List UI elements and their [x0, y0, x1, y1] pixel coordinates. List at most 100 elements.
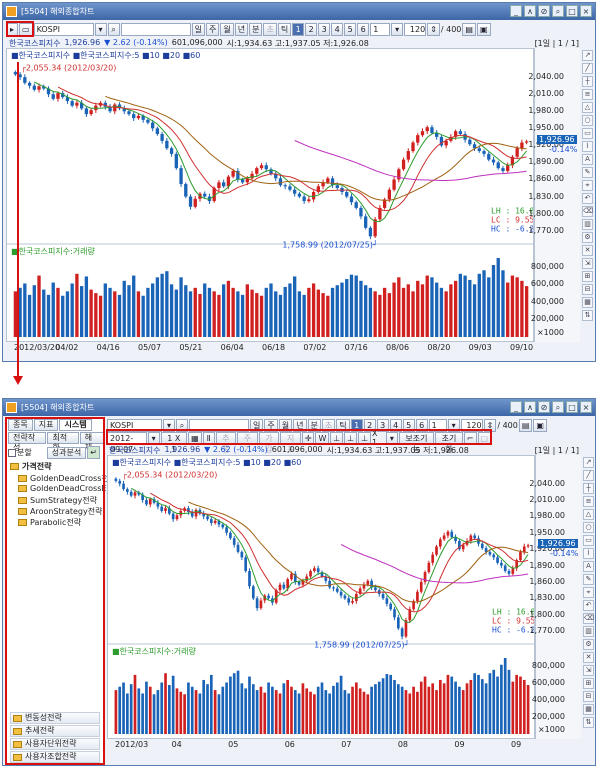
period-month-button[interactable]: 월	[220, 22, 234, 36]
drawing-tool-icon[interactable]: ○	[582, 115, 593, 126]
num-button-3[interactable]: 3	[318, 22, 331, 36]
period-week-button[interactable]: 주	[264, 418, 278, 432]
tab-system[interactable]: 시스템	[59, 419, 92, 431]
close-icon[interactable]: ×	[580, 401, 592, 413]
save-icon[interactable]: ▣	[533, 418, 547, 432]
chart-settings-icon[interactable]: ▤	[518, 418, 533, 432]
save-icon[interactable]: ▣	[476, 22, 491, 36]
num-button-2[interactable]: 2	[305, 22, 318, 36]
corner-icon[interactable]: ⌐	[463, 431, 477, 445]
crosshair-icon[interactable]: ✛	[301, 431, 315, 445]
tab-indicator[interactable]: 지표	[33, 419, 59, 431]
count-input[interactable]: 1	[370, 22, 391, 36]
drawing-tool-icon[interactable]: ○	[583, 522, 594, 533]
close-icon[interactable]: ×	[580, 5, 592, 17]
symbol-input-2[interactable]: KOSPI	[107, 418, 162, 432]
drawing-tool-icon[interactable]: ⌖	[582, 180, 593, 191]
drawing-tool-icon[interactable]: ⇅	[582, 310, 593, 321]
apply-icon[interactable]: ↵	[87, 446, 100, 459]
drawing-tool-icon[interactable]: ⌖	[583, 587, 594, 598]
drawing-tool-icon[interactable]: ✕	[583, 652, 594, 663]
search-icon[interactable]: ⌕	[107, 22, 120, 36]
drawing-tool-icon[interactable]: ↶	[582, 193, 593, 204]
drawing-tool-icon[interactable]: △	[583, 509, 594, 520]
drawing-tool-icon[interactable]: ≡	[583, 496, 594, 507]
reset-button[interactable]: 초기화	[435, 431, 463, 454]
num-button-6[interactable]: 6	[357, 22, 370, 36]
view-spin-icon[interactable]: ⇕	[483, 418, 497, 432]
drawing-tool-icon[interactable]: ▥	[582, 219, 593, 230]
num-button-4[interactable]: 4	[389, 418, 402, 432]
strategy-item[interactable]: AroonStrategy전략	[18, 506, 102, 517]
drawing-tool-icon[interactable]: △	[582, 102, 593, 113]
view-count-input[interactable]: 120	[460, 418, 483, 432]
count-input[interactable]: 1	[428, 418, 447, 432]
num-button-5[interactable]: 5	[402, 418, 415, 432]
drawing-tool-icon[interactable]: ⇅	[583, 717, 594, 728]
drawing-tool-icon[interactable]: ⌫	[582, 206, 593, 217]
collapse-icon[interactable]: ∧	[524, 401, 536, 413]
pin-icon[interactable]: ⊘	[538, 5, 550, 17]
drawing-tool-icon[interactable]: ⚙	[583, 639, 594, 650]
tree-root-price-strategy[interactable]: 가격전략	[10, 461, 51, 472]
drawing-tool-icon[interactable]: ▦	[582, 297, 593, 308]
chart-area[interactable]: ■한국코스피지수 ■한국코스피지수:5 ■10 ■20 ■60 ■한국코스피지수:…	[6, 48, 544, 342]
period-year-button[interactable]: 년	[234, 22, 249, 36]
strategy-category[interactable]: 변동성전략	[10, 712, 100, 724]
period-minute-button[interactable]: 분	[249, 22, 263, 36]
strategy-item[interactable]: GoldenDeadCross전략	[18, 473, 116, 484]
period-minute-button[interactable]: 분	[307, 418, 321, 432]
drawing-tool-icon[interactable]: ⊟	[583, 691, 594, 702]
collapse-icon[interactable]: ∧	[524, 5, 536, 17]
strategy-category[interactable]: 추세전략	[10, 725, 100, 737]
drawing-tool-icon[interactable]: ✎	[582, 167, 593, 178]
drawing-tool-icon[interactable]: ╱	[583, 470, 594, 481]
period-year-button[interactable]: 년	[293, 418, 307, 432]
drawing-tool-icon[interactable]: ▭	[582, 128, 593, 139]
drawing-tool-icon[interactable]: ↗	[582, 50, 593, 61]
scale-button[interactable]: 1 X 1	[160, 431, 188, 454]
num-button-1[interactable]: 1	[292, 22, 305, 36]
drawing-tool-icon[interactable]: ▥	[583, 626, 594, 637]
drawing-tool-icon[interactable]: ⇲	[583, 665, 594, 676]
strategy-create-button[interactable]: 전략작성	[8, 432, 47, 452]
drawing-tool-icon[interactable]: ⚙	[582, 232, 593, 243]
symbol-dropdown-icon[interactable]: ▾	[163, 418, 175, 432]
strategy-item[interactable]: Parabolic전략	[18, 517, 81, 528]
drawing-tool-icon[interactable]: ╱	[582, 63, 593, 74]
symbol-input[interactable]: KOSPI	[33, 22, 94, 36]
view-count-input[interactable]: 120	[404, 22, 427, 36]
price-chart-svg[interactable]: ■한국코스피지수 ■한국코스피지수:5 ■10 ■20 ■60 ■한국코스피지수:…	[108, 456, 545, 738]
num-button-5[interactable]: 5	[344, 22, 357, 36]
strategy-category[interactable]: 사용자조합전략	[10, 751, 100, 763]
chart-area-2[interactable]: ■한국코스피지수 ■한국코스피지수:5 ■10 ■20 ■60 ■한국코스피지수:…	[107, 455, 545, 739]
search-icon[interactable]: ⌕	[176, 418, 188, 432]
num-button-1[interactable]: 1	[350, 418, 363, 432]
period-month-button[interactable]: 월	[278, 418, 293, 432]
drawing-tool-icon[interactable]: ⌇	[582, 141, 593, 152]
strategy-category[interactable]: 사용자단위전략	[10, 738, 100, 750]
drawing-tool-icon[interactable]: ↗	[583, 457, 594, 468]
period-second-button[interactable]: 초	[263, 22, 277, 36]
minimize-icon[interactable]: _	[510, 401, 522, 413]
num-button-4[interactable]: 4	[331, 22, 344, 36]
drawing-tool-icon[interactable]: ⊟	[582, 284, 593, 295]
drawing-tool-icon[interactable]: ┼	[582, 76, 593, 87]
drawing-tool-icon[interactable]: ⊞	[582, 271, 593, 282]
period-tick-button[interactable]: 틱	[277, 22, 292, 36]
drawing-tool-icon[interactable]: A	[583, 561, 594, 572]
count-dropdown-icon[interactable]: ▾	[391, 22, 404, 36]
drawing-tool-icon[interactable]: ▭	[583, 535, 594, 546]
pin-icon[interactable]: ⊘	[538, 401, 550, 413]
drawing-tool-icon[interactable]: ✎	[583, 574, 594, 585]
drawing-tool-icon[interactable]: ↶	[583, 600, 594, 611]
period-tick-button[interactable]: 틱	[336, 418, 350, 432]
indicator-button[interactable]: 지표	[280, 431, 301, 454]
maximize-icon[interactable]: □	[566, 5, 578, 17]
period-second-button[interactable]: 초	[321, 418, 336, 432]
chart-settings-icon[interactable]: ▤	[462, 22, 476, 36]
num-button-6[interactable]: 6	[415, 418, 428, 432]
split-checkbox[interactable]	[8, 448, 16, 457]
minimize-icon[interactable]: _	[510, 5, 522, 17]
count-dropdown-icon[interactable]: ▾	[447, 418, 460, 432]
